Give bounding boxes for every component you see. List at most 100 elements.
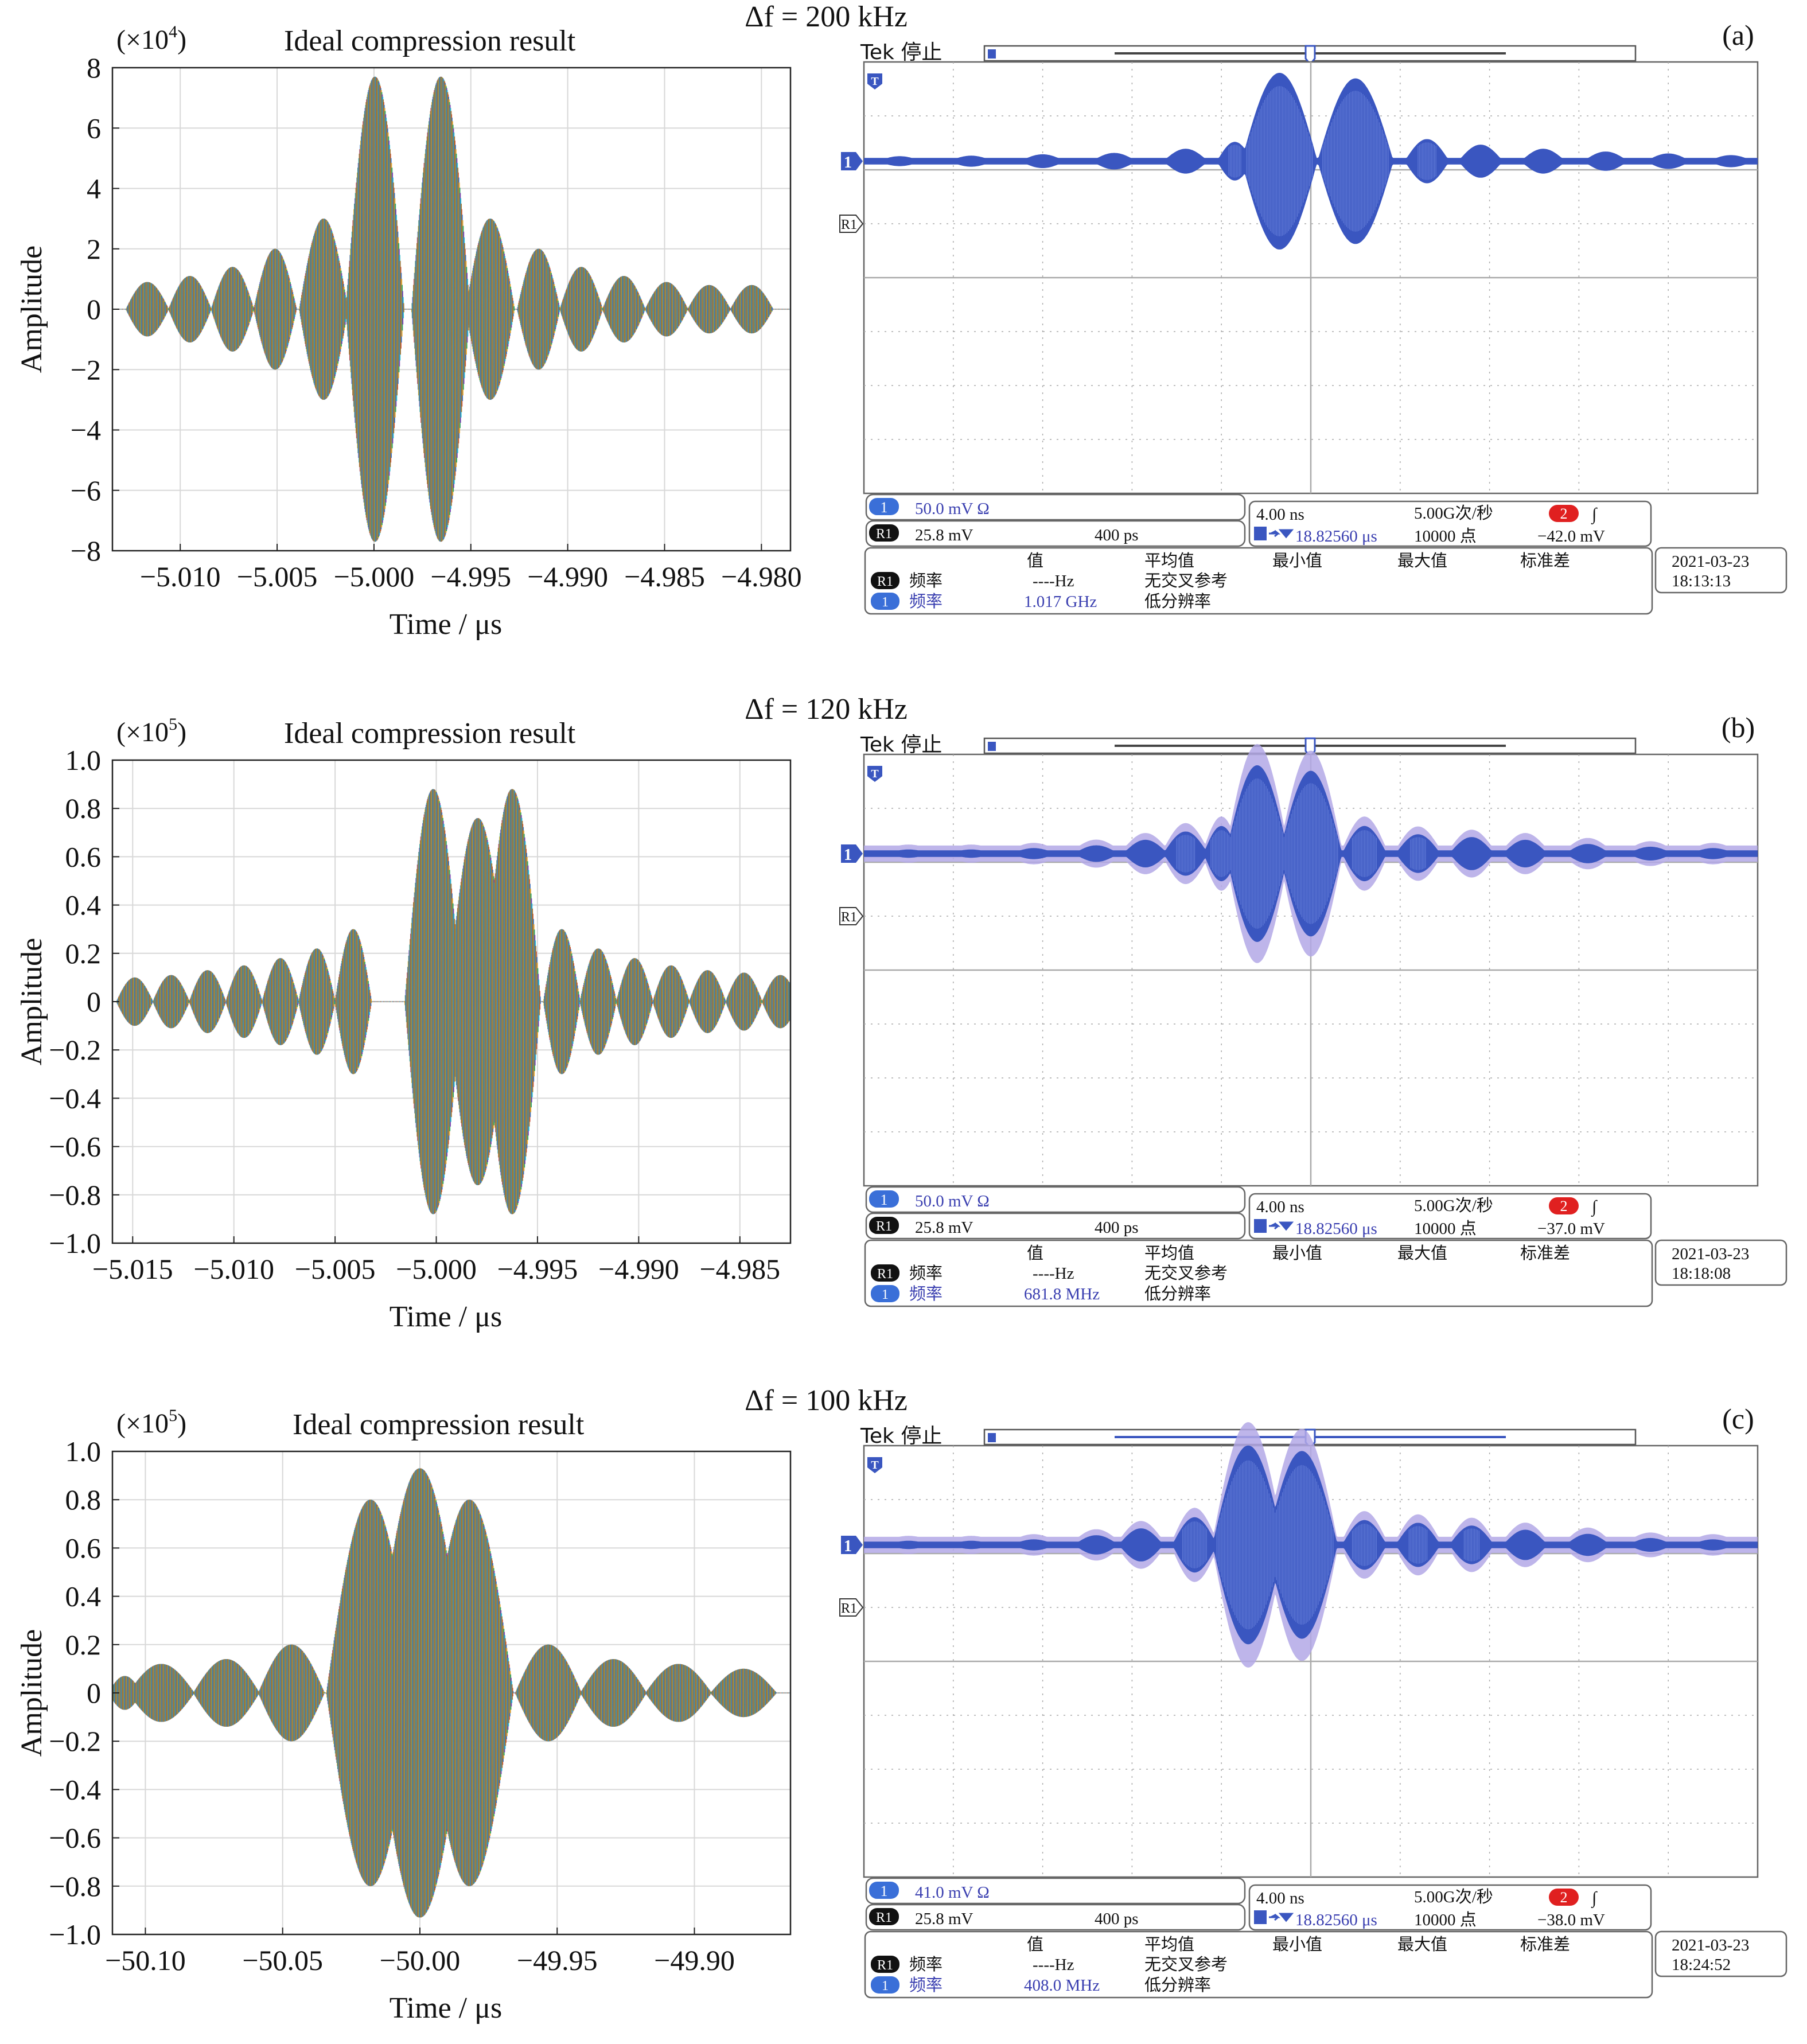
chart-title: Ideal compression result — [284, 717, 576, 750]
record-points: 10000 点 — [1414, 1219, 1477, 1238]
y-axis-label: Amplitude — [15, 938, 48, 1065]
ch1-meas-value: 681.8 MHz — [1024, 1285, 1100, 1303]
capture-time: 18:13:13 — [1672, 572, 1731, 590]
r1-meas-value: ----Hz — [1033, 572, 1074, 590]
trigger-level: −37.0 mV — [1537, 1220, 1605, 1238]
panel-letter: (b) — [1722, 711, 1755, 743]
y-tick-label: 0.4 — [65, 1580, 102, 1613]
date-box — [1654, 547, 1787, 594]
chart-title: Ideal compression result — [284, 25, 576, 57]
ch2-badge — [1549, 505, 1579, 522]
timebase: 4.00 ns — [1256, 1198, 1304, 1216]
sample-rate: 5.00G次/秒 — [1414, 1196, 1493, 1215]
measurement-table — [864, 1239, 1653, 1307]
r1-scale: 25.8 mV — [915, 1910, 973, 1928]
ch1-meas-badge-label: 1 — [882, 595, 889, 610]
measurement-header: 值 — [1027, 551, 1043, 570]
r1-level-marker: R1 — [839, 215, 864, 233]
y-tick-label: 0.2 — [65, 937, 102, 970]
scope-screenshot-c: Tek 停止 1 R1 T 1 41.0 mV Ω R1 25.8 mV 400 ps 4.00 … — [839, 1422, 1787, 1999]
trigger-position: 18.82560 μs — [1295, 1911, 1377, 1929]
r1-scale-box — [865, 1212, 1246, 1240]
ch2-badge — [1549, 1889, 1579, 1906]
chart-title: Ideal compression result — [293, 1408, 585, 1441]
ch1-meas-label: 频率 — [909, 1284, 943, 1303]
timebase: 4.00 ns — [1256, 505, 1304, 524]
ch1-marker-label: 1 — [844, 1537, 852, 1555]
x-tick-label: −4.985 — [624, 560, 705, 593]
r1-scale: 25.8 mV — [915, 1218, 973, 1237]
ch1-badge-label: 1 — [881, 1883, 888, 1899]
ch1-scale-box — [865, 493, 1246, 521]
scope-waveform-detail — [1228, 86, 1436, 236]
ch1-badge — [869, 1882, 899, 1899]
trigger-slope-icon: ∫ — [1591, 1889, 1598, 1909]
capture-date: 2021-03-23 — [1672, 1245, 1749, 1263]
exponent-label: (×105) — [116, 1406, 186, 1439]
x-tick-label: −5.010 — [193, 1253, 274, 1285]
y-tick-label: −0.2 — [49, 1034, 101, 1066]
y-tick-label: −0.2 — [49, 1725, 101, 1757]
y-axis-label: Amplitude — [15, 1629, 48, 1757]
r1-badge — [869, 524, 899, 542]
trigger-arrow-icon — [1269, 1913, 1294, 1922]
record-start-marker — [988, 1433, 996, 1442]
r1-badge — [869, 1908, 899, 1925]
panel-c: Δf = 100 kHz (c) — [745, 1384, 1754, 1435]
capture-date: 2021-03-23 — [1672, 1936, 1749, 1955]
t-marker-shape — [867, 766, 882, 782]
ch1-level-marker: 1 — [841, 844, 863, 864]
timebase: 4.00 ns — [1256, 1889, 1304, 1907]
capture-time: 18:18:08 — [1672, 1264, 1731, 1283]
measurement-header: 标准差 — [1520, 1935, 1570, 1954]
x-tick-label: −5.000 — [396, 1253, 477, 1285]
t-marker-label: T — [871, 75, 879, 88]
r1-meas-value: ----Hz — [1033, 1264, 1074, 1283]
trigger-position: 18.82560 μs — [1295, 527, 1377, 546]
record-points: 10000 点 — [1414, 1910, 1477, 1929]
exponent-label: (×105) — [116, 715, 186, 747]
x-axis-label: Time / μs — [390, 1301, 502, 1333]
ch1-meas-badge — [871, 1285, 899, 1302]
trigger-level: −38.0 mV — [1537, 1911, 1605, 1929]
r1-meas-badge-label: R1 — [877, 1958, 893, 1973]
y-tick-label: 1.0 — [65, 1435, 102, 1467]
y-tick-label: 1.0 — [65, 744, 102, 776]
r1-scale-box — [865, 520, 1246, 547]
trigger-slope-icon: ∫ — [1591, 1197, 1598, 1217]
measurement-note-2: 低分辨率 — [1144, 1284, 1211, 1303]
ch1-level-marker: 1 — [841, 151, 863, 172]
x-axis-label: Time / μs — [390, 1992, 502, 2024]
measurement-note: 无交叉参考 — [1144, 1955, 1228, 1974]
ch1-badge — [869, 1190, 899, 1208]
x-tick-label: −50.00 — [380, 1944, 461, 1976]
panel-heading: Δf = 100 kHz — [745, 1384, 908, 1417]
measurement-header: 值 — [1027, 1244, 1043, 1263]
y-tick-label: 0.2 — [65, 1629, 102, 1661]
measurement-header: 平均值 — [1144, 1244, 1194, 1263]
y-tick-label: −1.0 — [49, 1918, 101, 1950]
trigger-level-marker: T — [867, 73, 882, 89]
scope-screenshot-b: Tek 停止 1 R1 T 1 50.0 mV Ω R1 25.8 mV 400 ps 4.00 … — [839, 733, 1787, 1307]
ch1-meas-label: 频率 — [909, 1976, 943, 1995]
r1-time: 400 ps — [1095, 526, 1139, 544]
panel-letter: (a) — [1722, 19, 1754, 51]
panel-heading: Δf = 200 kHz — [745, 1, 908, 33]
r1-meas-label: 频率 — [909, 1955, 943, 1974]
ch1-marker-label: 1 — [844, 154, 852, 172]
measurement-header: 最小值 — [1272, 1244, 1322, 1263]
sim-plot-c: −50.10 −50.05 −50.00 −49.95 −49.90 −1.0 −0.8 −0… — [15, 1406, 792, 2024]
ch1-meas-badge-label: 1 — [882, 1287, 889, 1302]
t-marker-shape — [867, 1457, 882, 1473]
r1-level-marker: R1 — [839, 907, 864, 925]
y-axis-label: Amplitude — [15, 246, 48, 373]
x-tick-label: −4.995 — [497, 1253, 578, 1285]
r1-marker-shape — [839, 1598, 864, 1617]
y-tick-label: 2 — [87, 233, 101, 265]
x-tick-label: −5.010 — [140, 560, 221, 593]
measurement-header: 标准差 — [1520, 551, 1570, 570]
ch2-badge-label: 2 — [1560, 505, 1568, 522]
r1-badge-label: R1 — [876, 1910, 892, 1925]
ch2-badge — [1549, 1197, 1579, 1214]
